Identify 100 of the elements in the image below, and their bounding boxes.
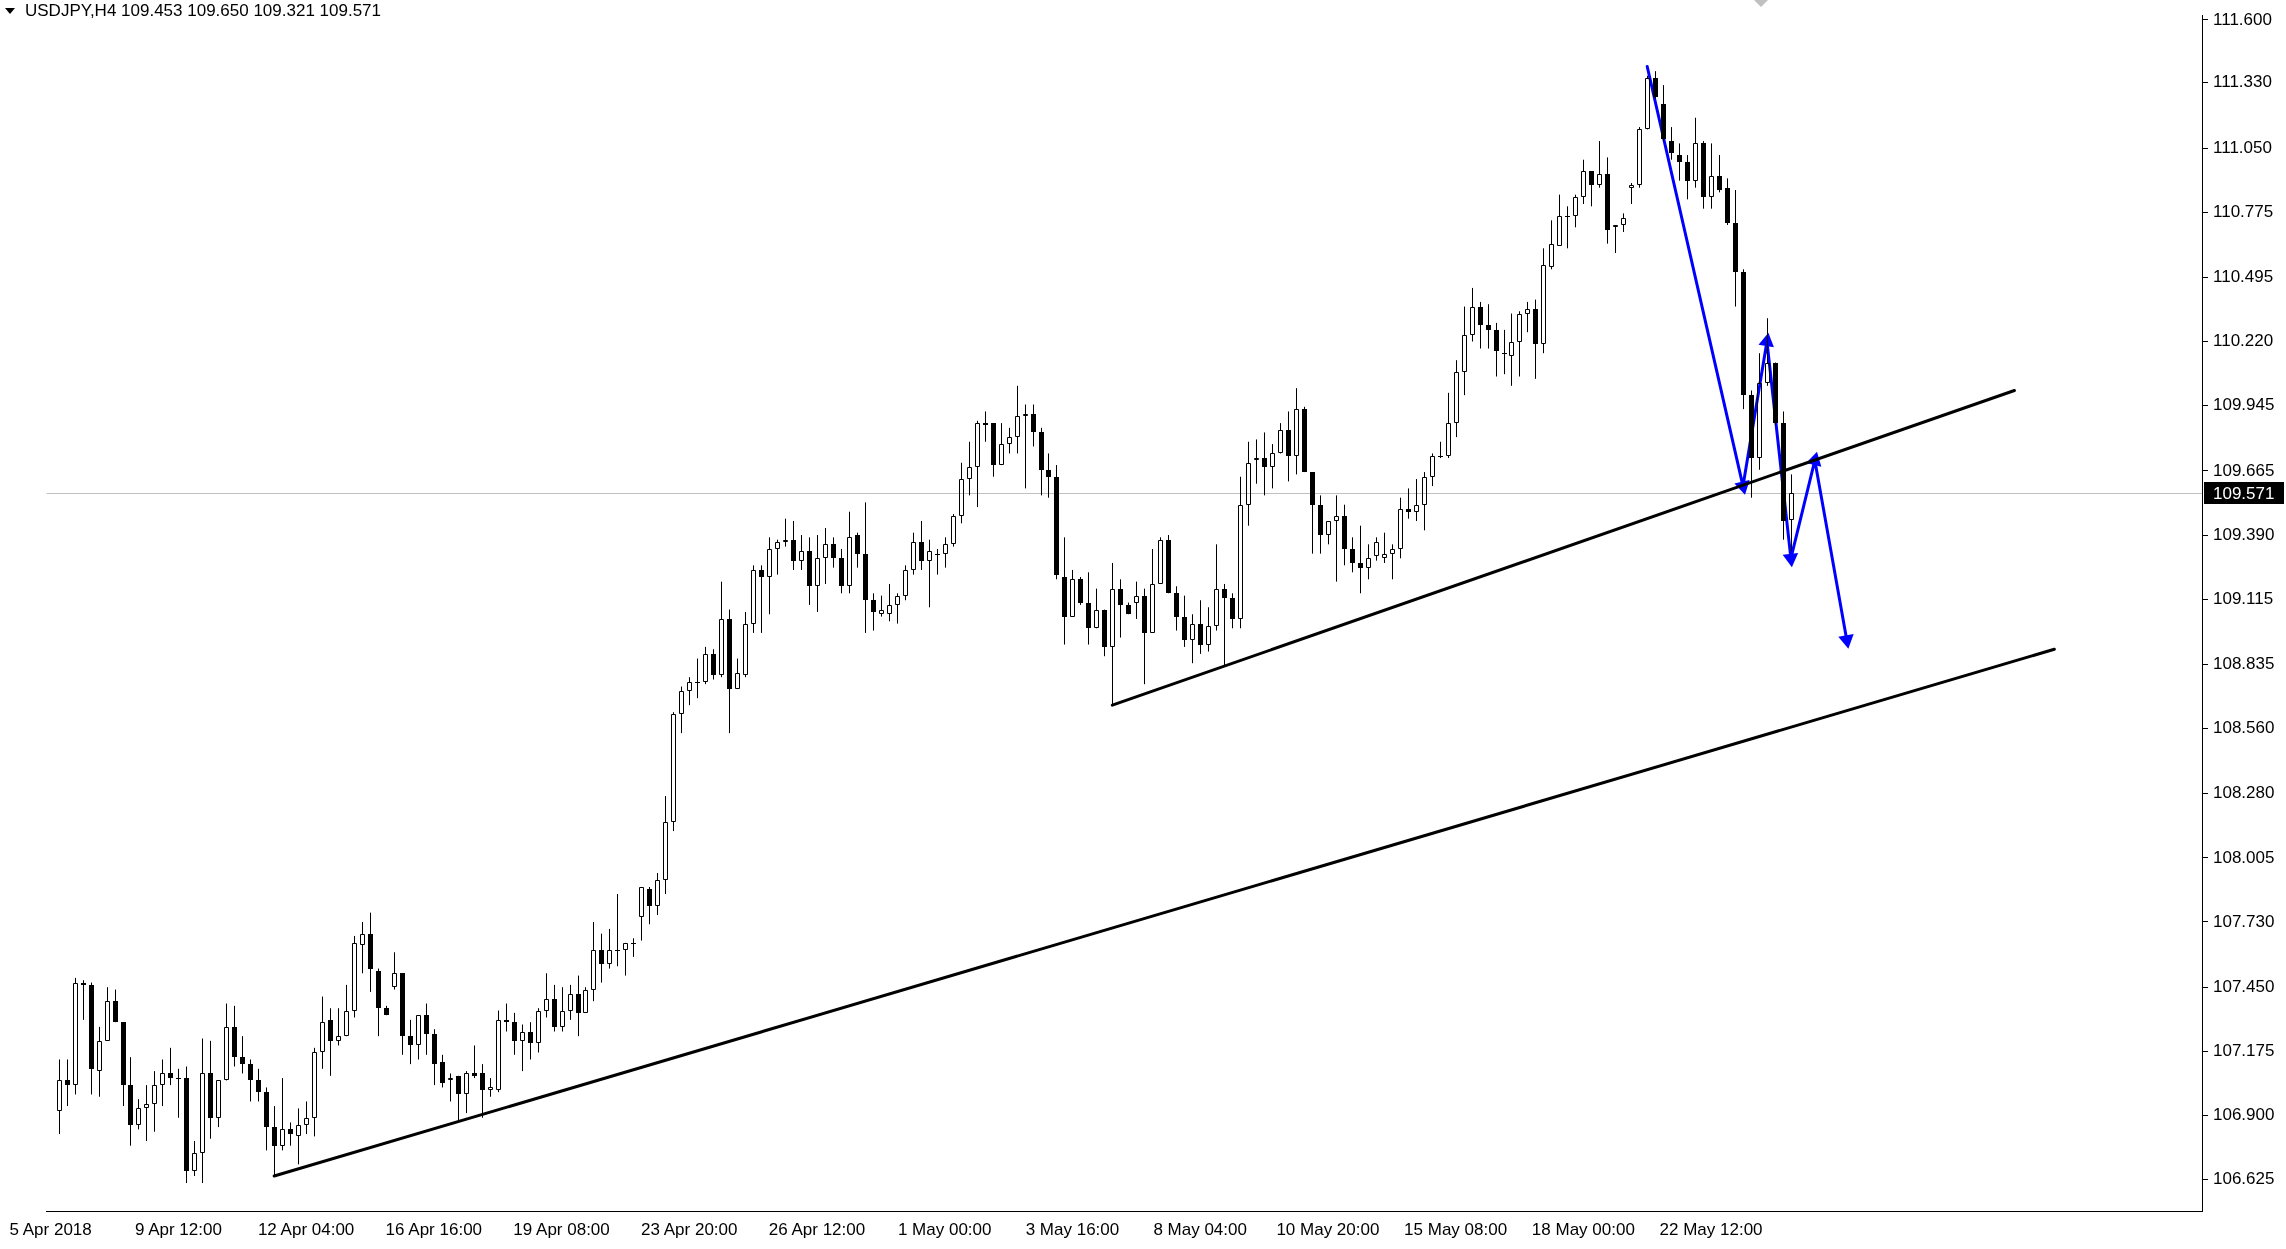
y-tick-label: 109.665 (2213, 460, 2275, 480)
candlestick (136, 1098, 141, 1130)
candlestick (767, 536, 772, 615)
candlestick (1270, 443, 1275, 489)
candlestick (264, 1086, 269, 1151)
candlestick (1573, 194, 1578, 228)
candlestick (224, 1003, 229, 1080)
candlestick (703, 646, 708, 685)
y-tick-label: 107.730 (2213, 911, 2275, 931)
candlestick (775, 539, 780, 576)
candlestick (1486, 303, 1491, 350)
candlestick (919, 520, 924, 571)
candlestick (456, 1076, 461, 1121)
candlestick (1214, 543, 1219, 632)
candlestick (57, 1058, 62, 1135)
candlestick (544, 972, 549, 1019)
candlestick (863, 501, 868, 634)
candlestick (1294, 387, 1299, 475)
candlestick (719, 581, 724, 678)
candlestick (280, 1077, 285, 1151)
candlestick (328, 1007, 333, 1077)
y-tick-label: 109.945 (2213, 395, 2275, 415)
candlestick (1334, 494, 1339, 583)
candlestick (655, 872, 660, 916)
candlestick (1422, 471, 1427, 531)
candlestick (1342, 504, 1347, 566)
candlestick (1158, 536, 1163, 584)
candlestick (1310, 472, 1315, 555)
candlestick (815, 534, 820, 613)
candlestick (65, 1058, 70, 1107)
candlestick (1046, 452, 1051, 499)
candlestick (1166, 534, 1171, 593)
candlestick (1605, 156, 1610, 245)
candlestick (312, 1047, 317, 1137)
candlestick (1174, 585, 1179, 632)
candlestick (296, 1107, 301, 1165)
candlestick (807, 536, 812, 606)
x-tick-label: 15 May 08:00 (1404, 1219, 1508, 1239)
candlestick (1725, 177, 1730, 226)
x-tick-label: 18 May 00:00 (1531, 1219, 1635, 1239)
candlestick (97, 1026, 102, 1098)
candlestick (991, 423, 996, 478)
candlestick (304, 1100, 309, 1135)
x-tick-label: 16 Apr 16:00 (385, 1219, 483, 1239)
candlestick (1757, 352, 1762, 471)
ref-line-label: 109.571 (2213, 483, 2275, 503)
candlestick (639, 887, 644, 942)
y-tick-label: 111.600 (2213, 9, 2272, 29)
candlestick (168, 1047, 173, 1086)
candlestick (1382, 532, 1387, 564)
candlestick (152, 1070, 157, 1133)
candlestick (1031, 403, 1036, 447)
candlestick (113, 989, 118, 1022)
candlestick (1781, 410, 1786, 541)
candlestick (1358, 525, 1363, 594)
candlestick (927, 539, 932, 608)
candlestick (200, 1038, 205, 1184)
candlestick (831, 536, 836, 569)
candlestick (1023, 403, 1028, 489)
candlestick (1589, 171, 1594, 207)
candlestick (975, 420, 980, 508)
candlestick (320, 996, 325, 1070)
candlestick (1541, 247, 1546, 354)
y-tick-label: 108.005 (2213, 847, 2275, 867)
candlestick (1733, 189, 1738, 308)
candlestick (751, 564, 756, 634)
chart-title: USDJPY,H4 109.453 109.650 109.321 109.571 (25, 0, 382, 20)
candlestick (1653, 70, 1658, 100)
candlestick (552, 984, 557, 1033)
x-tick-label: 22 May 12:00 (1659, 1219, 1763, 1239)
candlestick (488, 1077, 493, 1098)
candlestick (1134, 581, 1139, 620)
candlestick (839, 548, 844, 594)
candlestick (1070, 569, 1075, 617)
y-tick-label: 108.835 (2213, 654, 2275, 674)
candlestick (1062, 536, 1067, 646)
candlestick (1230, 592, 1235, 629)
candlestick (1398, 497, 1403, 559)
candlestick (504, 1003, 509, 1033)
x-tick-label: 9 Apr 12:00 (134, 1219, 222, 1239)
candlestick (583, 986, 588, 1013)
candlestick (208, 1040, 213, 1140)
candlestick (1430, 452, 1435, 487)
x-tick-label: 10 May 20:00 (1276, 1219, 1380, 1239)
candlestick (783, 518, 788, 548)
y-tick-label: 106.625 (2213, 1169, 2275, 1189)
candlestick (895, 592, 900, 625)
candlestick (480, 1063, 485, 1119)
candlestick (192, 1140, 197, 1177)
candlestick (735, 658, 740, 689)
candlestick (1462, 306, 1467, 396)
y-tick-label: 111.330 (2213, 72, 2272, 92)
candlestick (288, 1121, 293, 1147)
candlestick (424, 1003, 429, 1056)
candlestick (1741, 268, 1746, 410)
candlestick (879, 595, 884, 618)
candlestick (1198, 599, 1203, 655)
candlestick (1533, 299, 1538, 380)
candlestick (983, 410, 988, 443)
candlestick (871, 592, 876, 632)
